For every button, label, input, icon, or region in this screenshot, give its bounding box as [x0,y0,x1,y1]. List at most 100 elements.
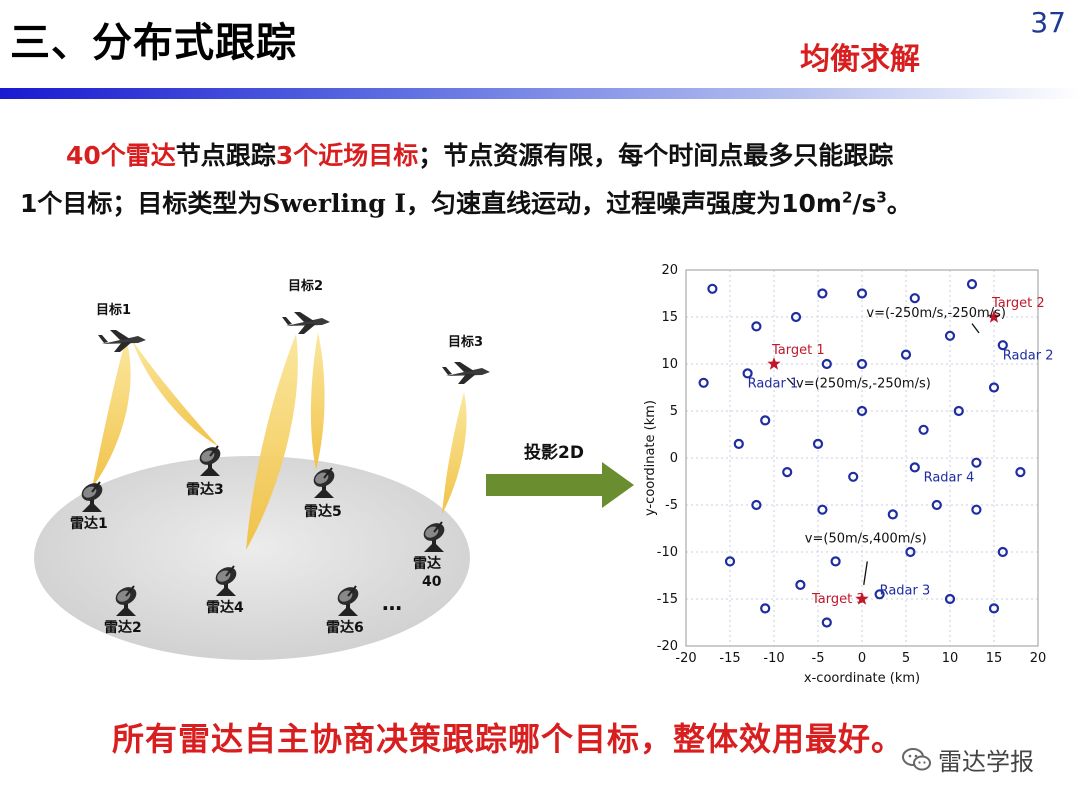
description-line-2: 1个目标；目标类型为Swerling I，匀速直线运动，过程噪声强度为10m2/… [20,184,912,220]
slide-title: 三、分布式跟踪 [10,20,297,66]
radar2-label: 雷达2 [104,619,142,636]
highlight-target-count: 3个近场目标 [275,141,419,170]
page-number: 37 [1030,6,1066,39]
radar40-number: 40 [422,574,442,590]
y-tick-label: -15 [657,592,678,607]
radar-node-marker [856,405,868,417]
radar40-label: 雷达 [413,555,441,572]
target3-aircraft [442,362,490,384]
radar-node-marker [795,579,806,590]
target-star-marker [855,592,869,605]
velocity-arrow [786,377,794,386]
brand-name: 雷达学报 [938,748,1034,776]
y-tick-label: -10 [657,545,678,560]
description-line-1: 40个雷达节点跟踪3个近场目标；节点资源有限，每个时间点最多只能跟踪 [66,136,893,172]
radar-node-marker [874,589,885,600]
y-axis-label: y-coordinate (km) [643,400,658,516]
radar-node-marker [742,368,753,379]
radar-node-marker [817,504,828,515]
radar-node-marker [997,546,1008,558]
beam-target1-radar1 [92,338,131,488]
radar-node-marker [966,279,978,290]
radar-node-marker [971,504,982,515]
velocity-arrow [863,561,868,585]
radar-node-marker [812,438,824,449]
beam-target3-radar40 [442,392,467,514]
velocity-label: v=(250m/s,-250m/s) [796,377,931,392]
radar-label: Radar 1 [748,377,799,392]
x-tick-label: -10 [763,651,784,666]
x-tick-label: 0 [858,651,866,666]
projection-label: 投影2D [524,443,584,463]
beam-target1-radar3 [132,340,218,446]
radar4-label: 雷达4 [206,599,244,616]
radar-node-marker [848,471,859,482]
radar-node-marker [760,415,771,426]
target3-label: 目标3 [448,334,483,350]
radar-node-marker [698,377,709,388]
more-radars-ellipsis: … [382,591,402,615]
x-tick-label: 5 [902,651,910,666]
target1-aircraft [98,330,146,352]
text-segment: 。 [886,189,912,218]
radar-node-marker [944,593,956,605]
chart-annotations: Target 1 Target 2 Target 3 Radar 1 Radar 2 Ra… [748,296,1054,607]
ground-plane [34,456,470,660]
x-tick-label: -15 [719,651,740,666]
radar-node-marker [931,499,942,511]
superscript: 3 [876,188,887,207]
radar-node-marker [909,293,920,304]
radar-scene-illustration: 目标1 目标2 目标3 雷达1 雷达3 雷达5 雷达2 雷达4 雷达6 雷达 4… [34,278,490,660]
radar-node-marker [988,382,1000,393]
radar3-label: 雷达3 [186,481,224,498]
x-tick-labels: -20 -15 -10 -5 0 5 10 15 20 [675,651,1046,666]
radar-node-marker [905,546,916,558]
radar-node-marker [887,509,898,520]
y-tick-label: 20 [661,263,678,278]
y-tick-label: 0 [670,451,678,466]
radar-node-marker [751,321,762,332]
x-tick-label: 15 [986,651,1003,666]
x-tick-label: -20 [675,651,696,666]
y-tick-label: -20 [657,639,678,654]
radar-node-marker [944,330,956,341]
y-tick-label: -5 [665,498,678,513]
radar-label: Radar 3 [880,583,931,598]
radar-node-marker [971,457,982,468]
x-tick-label: -5 [812,651,825,666]
radar-label: Radar 4 [924,471,975,486]
title-gradient-bar [0,88,1080,99]
radar-node-marker [821,358,832,370]
target-star-marker [987,310,1001,323]
radar-label: Radar 2 [1003,348,1054,363]
radar-node-marker [817,288,828,299]
wechat-icon [902,747,931,770]
text-segment: 节点跟踪 [175,141,276,170]
beam-target2-radar4 [246,334,298,550]
radar-node-marker [733,438,744,449]
node-layout-chart: -20 -15 -10 -5 0 5 10 15 20 -20-15-10-505101520 … [643,263,1054,686]
text-segment: 1个目标；目标类型为 [20,189,263,218]
slide-subtitle: 均衡求解 [800,42,920,77]
target-label: Target 3 [811,592,865,607]
radar5-label: 雷达5 [304,503,342,520]
target2-aircraft [282,312,330,334]
x-tick-label: 20 [1030,651,1047,666]
radar-node-marker [988,603,1000,614]
text-segment: ；节点资源有限，每个时间点最多只能跟踪 [418,141,894,170]
text-segment: ，匀速直线运动，过程噪声强度为10m [406,189,842,218]
radar-node-marker [821,617,832,628]
radar-node-marker [856,358,868,370]
superscript: 2 [841,188,853,207]
target-type: Swerling I [262,189,407,218]
radar1-label: 雷达1 [70,515,108,532]
radar-node-marker [790,311,802,323]
y-tick-labels: -20 -15 -10 -5 0 5 10 15 20 [657,263,678,654]
target1-label: 目标1 [96,302,131,318]
text-segment: /s [852,189,877,218]
radar6-label: 雷达6 [326,619,364,636]
radar-node-marker [918,424,929,435]
radar-node-marker [1015,467,1026,478]
radar-node-marker [953,405,964,417]
chart-grid [685,269,1039,647]
